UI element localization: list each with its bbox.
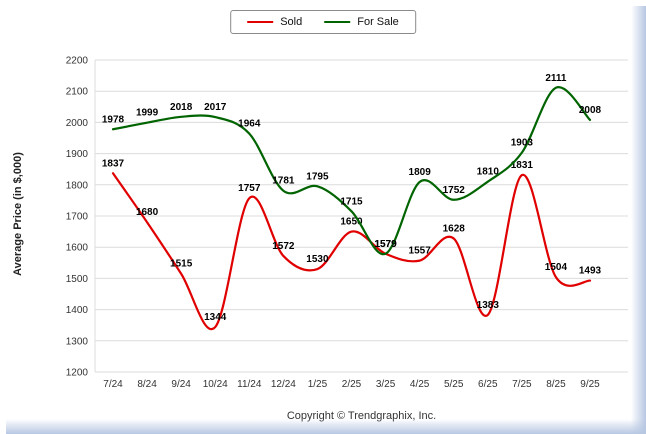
y-tick-label: 1400	[66, 305, 89, 316]
legend-label-sold: Sold	[280, 16, 303, 28]
for-sale-data-label: 2018	[170, 102, 193, 113]
y-tick-label: 1600	[66, 243, 89, 254]
legend-label-for-sale: For Sale	[357, 16, 399, 28]
for-sale-data-label: 1999	[136, 108, 159, 119]
sold-data-label: 1837	[102, 158, 125, 169]
y-tick-label: 1200	[66, 368, 89, 379]
sold-data-label: 1493	[579, 266, 602, 277]
sold-data-label: 1831	[511, 160, 534, 171]
for-sale-data-label: 2008	[579, 105, 602, 116]
sold-data-label: 1530	[306, 254, 329, 265]
y-tick-label: 1800	[66, 180, 89, 191]
x-axis-label: 8/24	[137, 379, 157, 390]
x-axis-label: 2/25	[342, 379, 362, 390]
sold-data-label: 1515	[170, 259, 193, 270]
sold-data-label: 1680	[136, 207, 159, 218]
y-tick-label: 1500	[66, 274, 89, 285]
legend-item-for-sale: For Sale	[324, 16, 399, 28]
x-axis-label: 9/24	[171, 379, 191, 390]
for-sale-line	[111, 86, 592, 256]
x-axis-label: 7/24	[103, 379, 123, 390]
for-sale-data-label: 2111	[545, 73, 567, 84]
x-axis-label: 6/25	[478, 379, 498, 390]
x-axis-label: 5/25	[444, 379, 464, 390]
sold-data-label: 1504	[545, 262, 568, 273]
sold-data-label: 1572	[272, 241, 295, 252]
y-tick-label: 2200	[66, 56, 89, 67]
y-tick-label: 1700	[66, 212, 89, 223]
for-sale-line-swatch	[324, 21, 351, 23]
for-sale-data-label: 1795	[306, 171, 329, 182]
copyright-text: Copyright © Trendgraphix, Inc.	[286, 410, 437, 422]
sold-data-label: 1557	[409, 246, 432, 257]
for-sale-data-label: 1964	[238, 119, 261, 130]
for-sale-data-label: 1715	[340, 196, 363, 207]
x-axis-label: 9/25	[580, 379, 600, 390]
for-sale-data-label: 1752	[443, 185, 466, 196]
y-tick-label: 2100	[66, 87, 89, 98]
y-tick-label: 1300	[66, 336, 89, 347]
x-axis-label: 8/25	[546, 379, 566, 390]
for-sale-data-label: 1978	[102, 114, 125, 125]
x-axis-label: 1/25	[308, 379, 328, 390]
x-axis-label: 3/25	[376, 379, 396, 390]
x-axis-label: 10/24	[203, 379, 228, 390]
for-sale-data-label: 1903	[511, 138, 534, 149]
sold-data-label: 1757	[238, 183, 261, 194]
legend-item-sold: Sold	[247, 16, 302, 28]
for-sale-data-label: 1810	[477, 167, 500, 178]
x-axis-label: 4/25	[410, 379, 430, 390]
y-axis-title: Average Price (in $,000)	[12, 152, 24, 276]
sold-data-label: 1650	[340, 217, 363, 228]
chart-legend: Sold For Sale	[230, 10, 416, 34]
sold-data-label: 1579	[374, 239, 397, 250]
sold-data-label: 1344	[204, 312, 227, 323]
for-sale-data-label: 2017	[204, 102, 227, 113]
sold-data-label: 1628	[443, 223, 466, 234]
y-tick-label: 1900	[66, 149, 89, 160]
y-tick-label: 2000	[66, 118, 89, 129]
for-sale-data-label: 1579	[374, 239, 397, 250]
x-axis-label: 7/25	[512, 379, 532, 390]
for-sale-data-label: 1809	[409, 167, 432, 178]
sold-line	[111, 172, 592, 331]
x-axis-label: 12/24	[271, 379, 296, 390]
sold-line-swatch	[247, 21, 274, 23]
for-sale-data-label: 1781	[272, 176, 295, 187]
sold-data-label: 1383	[477, 300, 500, 311]
x-axis-label: 11/24	[237, 379, 262, 390]
